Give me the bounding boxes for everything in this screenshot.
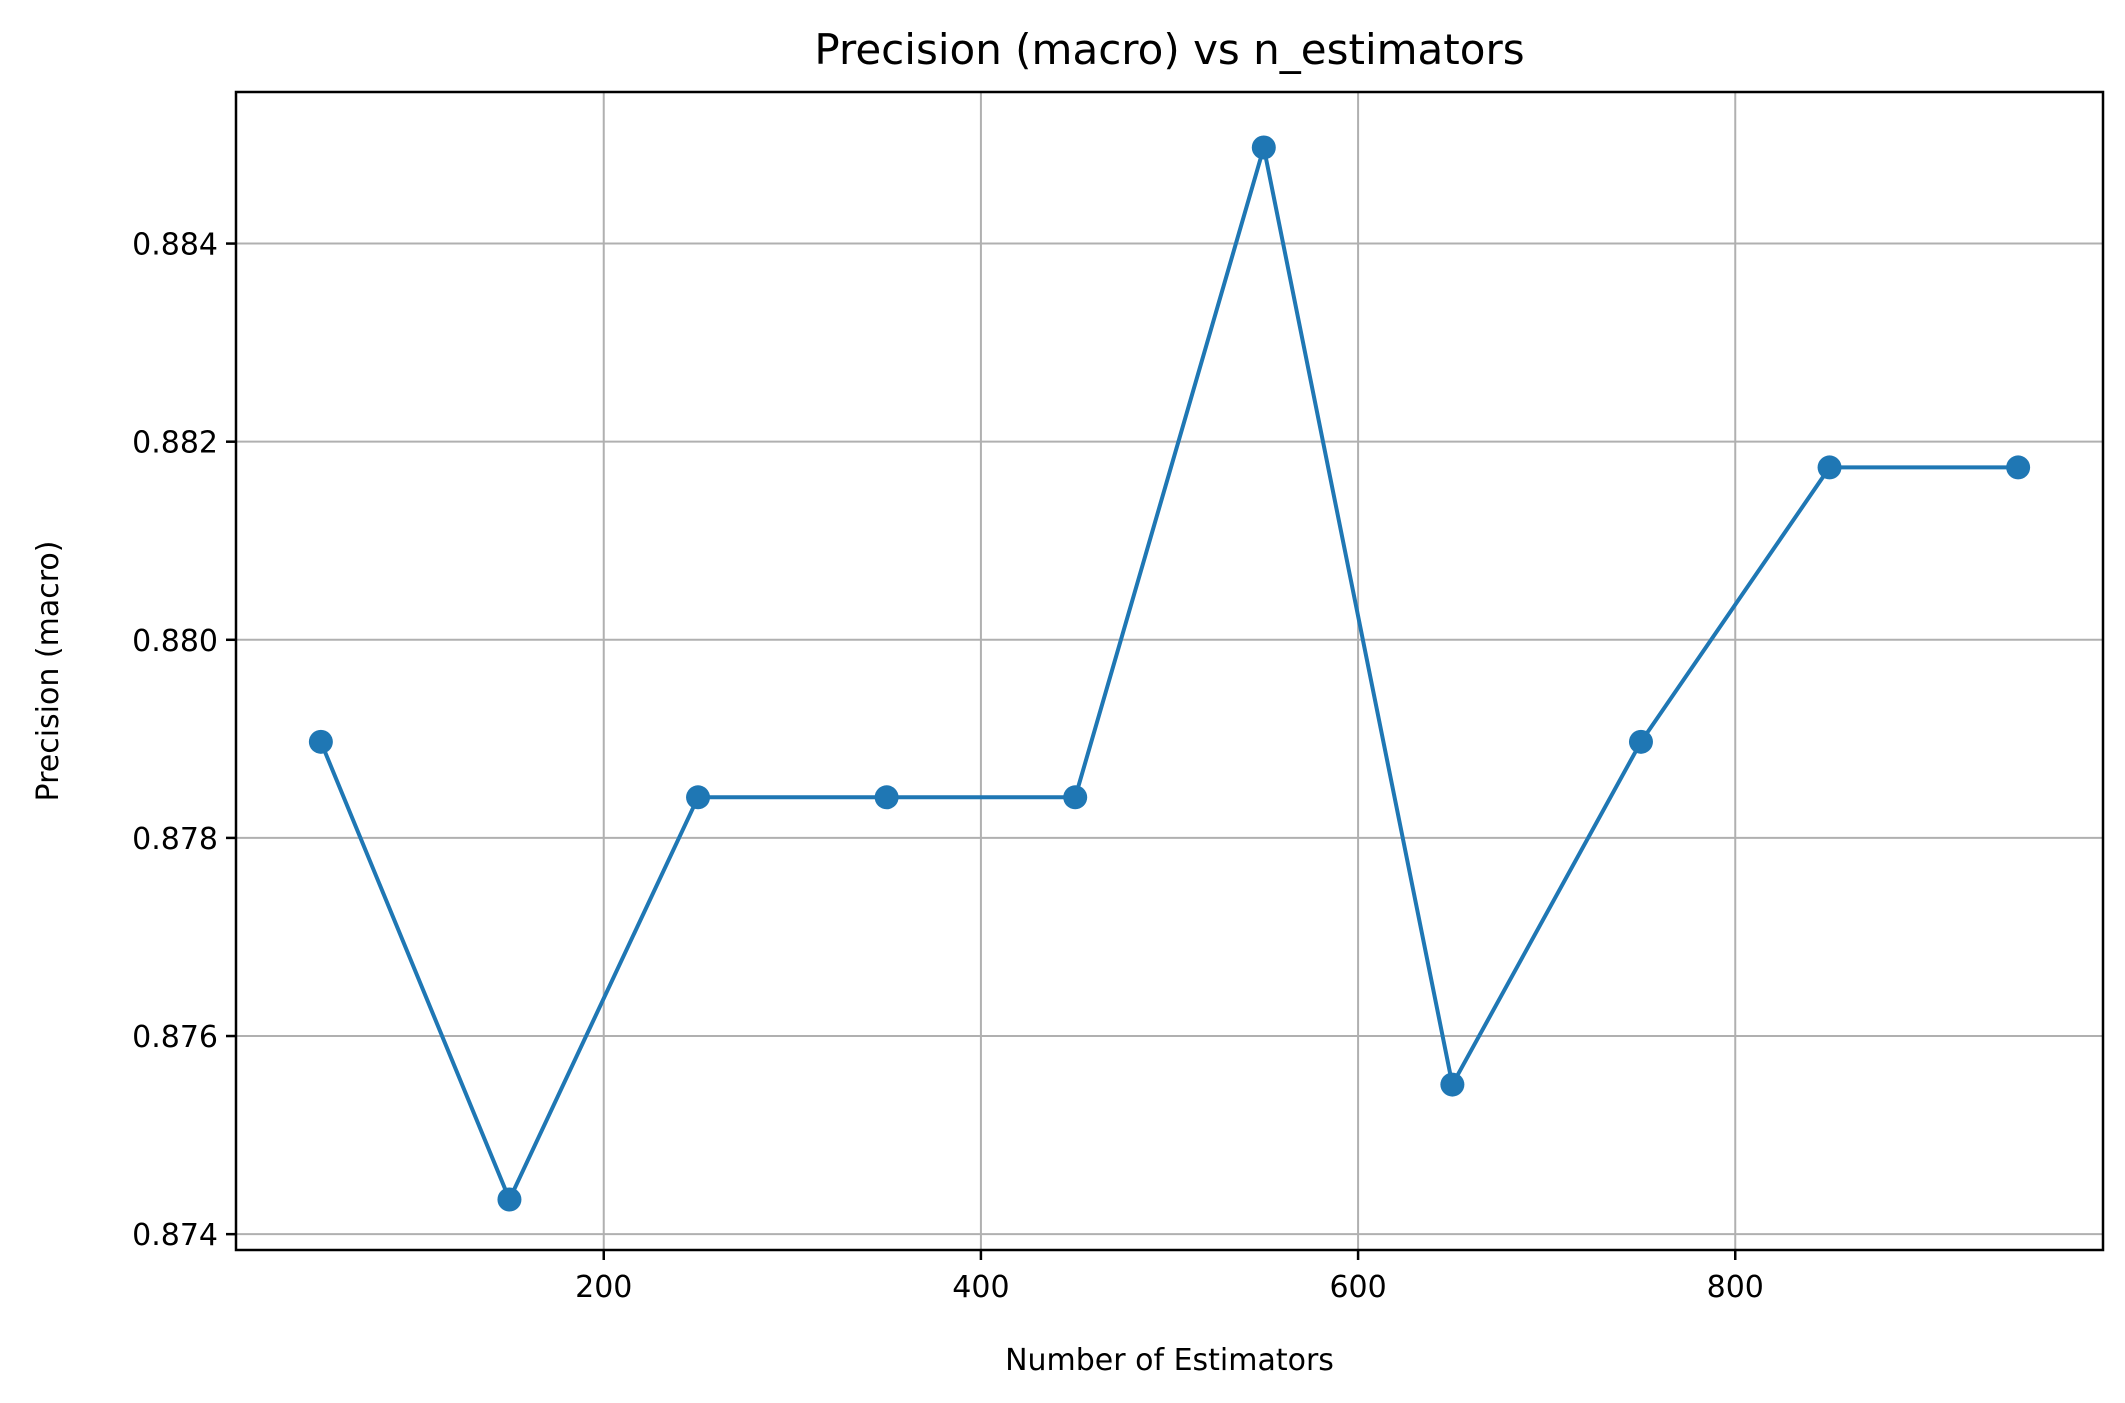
data-point-marker xyxy=(1063,785,1088,810)
data-point-marker xyxy=(308,729,333,754)
y-tick-label: 0.884 xyxy=(132,228,218,263)
y-axis-label: Precision (macro) xyxy=(31,541,66,802)
chart-title: Precision (macro) vs n_estimators xyxy=(814,25,1524,74)
x-tick-label: 400 xyxy=(952,1270,1009,1305)
grid-lines xyxy=(236,92,2103,1250)
x-axis-label: Number of Estimators xyxy=(1005,1343,1334,1378)
data-point-marker xyxy=(1817,455,1842,480)
data-point-marker xyxy=(1251,135,1276,160)
data-point-marker xyxy=(1628,729,1653,754)
y-tick-label: 0.874 xyxy=(132,1218,218,1253)
axis-ticks: 200 400 600 800 0.874 0.876 0.878 0.880 0.882 0.8… xyxy=(132,228,1764,1305)
data-point-marker xyxy=(497,1187,522,1212)
x-tick-label: 200 xyxy=(575,1270,632,1305)
x-tick-label: 600 xyxy=(1329,1270,1386,1305)
series-line xyxy=(319,145,2019,1202)
y-tick-label: 0.878 xyxy=(132,822,218,857)
data-series xyxy=(308,135,2031,1212)
y-tick-label: 0.880 xyxy=(132,624,218,659)
plot-area-frame xyxy=(234,90,2105,1252)
data-point-marker xyxy=(686,785,711,810)
data-point-marker xyxy=(874,785,899,810)
y-tick-label: 0.876 xyxy=(132,1020,218,1055)
y-tick-label: 0.882 xyxy=(132,426,218,461)
data-point-marker xyxy=(1440,1072,1465,1097)
data-point-marker xyxy=(2006,455,2031,480)
x-tick-label: 800 xyxy=(1707,1270,1764,1305)
